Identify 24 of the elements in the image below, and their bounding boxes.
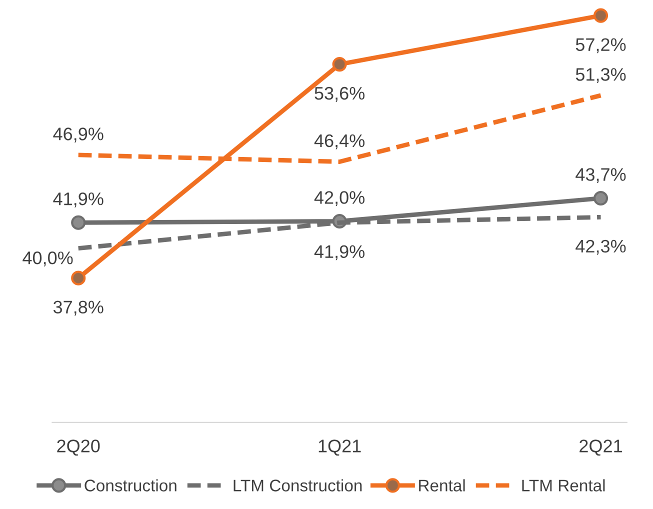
data-label: 41,9%: [314, 245, 365, 260]
x-tick-label: 2Q20: [57, 440, 100, 456]
point: [593, 8, 608, 23]
data-label: 51,3%: [576, 68, 626, 83]
data-label: 37,8%: [53, 300, 104, 316]
point: [71, 215, 86, 230]
x-tick-label: 1Q21: [318, 440, 361, 456]
data-label: 53,6%: [314, 86, 365, 102]
legend-label: LTM Rental: [522, 479, 605, 492]
data-label: 41,9%: [53, 192, 104, 208]
point: [71, 270, 86, 286]
data-label: 40,0%: [22, 251, 73, 266]
data-label: 57,2%: [576, 38, 626, 54]
data-label: 42,3%: [576, 240, 626, 255]
x-tick-label: 2Q21: [580, 440, 622, 456]
point: [593, 190, 608, 206]
legend-label: LTM Construction: [234, 479, 362, 492]
data-label: 42,0%: [314, 191, 365, 206]
data-label: 43,7%: [576, 168, 626, 184]
data-label: 46,9%: [53, 128, 104, 142]
point: [332, 57, 347, 72]
legend-label: Construction: [84, 479, 176, 492]
legend-label: Rental: [419, 479, 465, 492]
data-label: 46,4%: [314, 134, 365, 150]
